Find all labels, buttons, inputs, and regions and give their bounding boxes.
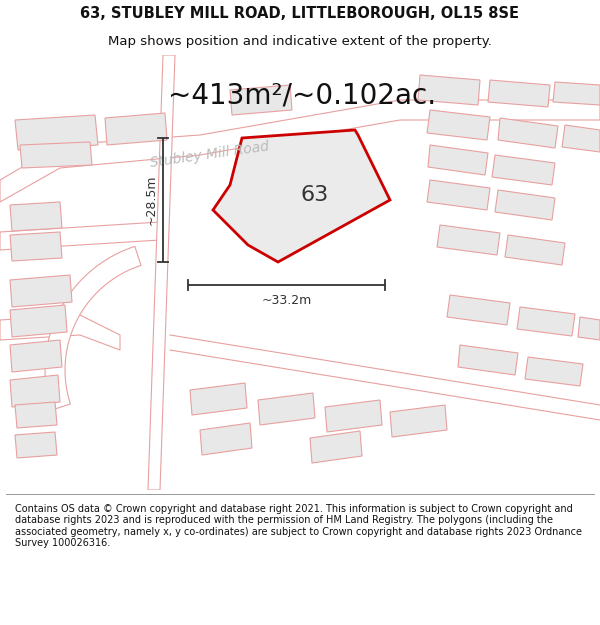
- Polygon shape: [10, 305, 67, 337]
- Text: Stubley Mill Road: Stubley Mill Road: [149, 140, 271, 170]
- Polygon shape: [15, 402, 57, 428]
- Polygon shape: [0, 315, 120, 350]
- Polygon shape: [458, 345, 518, 375]
- Polygon shape: [15, 432, 57, 458]
- Polygon shape: [10, 275, 72, 307]
- Polygon shape: [310, 431, 362, 463]
- Polygon shape: [45, 246, 141, 410]
- Polygon shape: [10, 232, 62, 261]
- Text: ~33.2m: ~33.2m: [262, 294, 311, 308]
- Text: 63: 63: [301, 185, 329, 205]
- Text: Map shows position and indicative extent of the property.: Map shows position and indicative extent…: [108, 35, 492, 48]
- Polygon shape: [525, 357, 583, 386]
- Polygon shape: [10, 202, 62, 231]
- Polygon shape: [505, 235, 565, 265]
- Polygon shape: [0, 100, 600, 202]
- Polygon shape: [258, 393, 315, 425]
- Polygon shape: [20, 142, 92, 168]
- Polygon shape: [0, 222, 160, 250]
- Polygon shape: [488, 80, 550, 107]
- Polygon shape: [105, 113, 167, 145]
- Polygon shape: [190, 383, 247, 415]
- Polygon shape: [148, 55, 175, 490]
- Polygon shape: [495, 190, 555, 220]
- Polygon shape: [562, 125, 600, 152]
- Polygon shape: [437, 225, 500, 255]
- Polygon shape: [492, 155, 555, 185]
- Text: ~28.5m: ~28.5m: [145, 175, 157, 225]
- Polygon shape: [498, 118, 558, 148]
- Polygon shape: [447, 295, 510, 325]
- Text: Contains OS data © Crown copyright and database right 2021. This information is : Contains OS data © Crown copyright and d…: [15, 504, 582, 548]
- Text: ~413m²/~0.102ac.: ~413m²/~0.102ac.: [168, 81, 436, 109]
- Polygon shape: [230, 85, 292, 115]
- Polygon shape: [390, 405, 447, 437]
- Polygon shape: [213, 130, 390, 262]
- Polygon shape: [553, 82, 600, 105]
- Polygon shape: [428, 145, 488, 175]
- Polygon shape: [517, 307, 575, 336]
- Polygon shape: [578, 317, 600, 340]
- Polygon shape: [418, 75, 480, 105]
- Polygon shape: [427, 110, 490, 140]
- Text: 63, STUBLEY MILL ROAD, LITTLEBOROUGH, OL15 8SE: 63, STUBLEY MILL ROAD, LITTLEBOROUGH, OL…: [80, 6, 520, 21]
- Polygon shape: [10, 340, 62, 372]
- Polygon shape: [10, 375, 60, 407]
- Polygon shape: [15, 115, 98, 150]
- Polygon shape: [325, 400, 382, 432]
- Polygon shape: [200, 423, 252, 455]
- Polygon shape: [427, 180, 490, 210]
